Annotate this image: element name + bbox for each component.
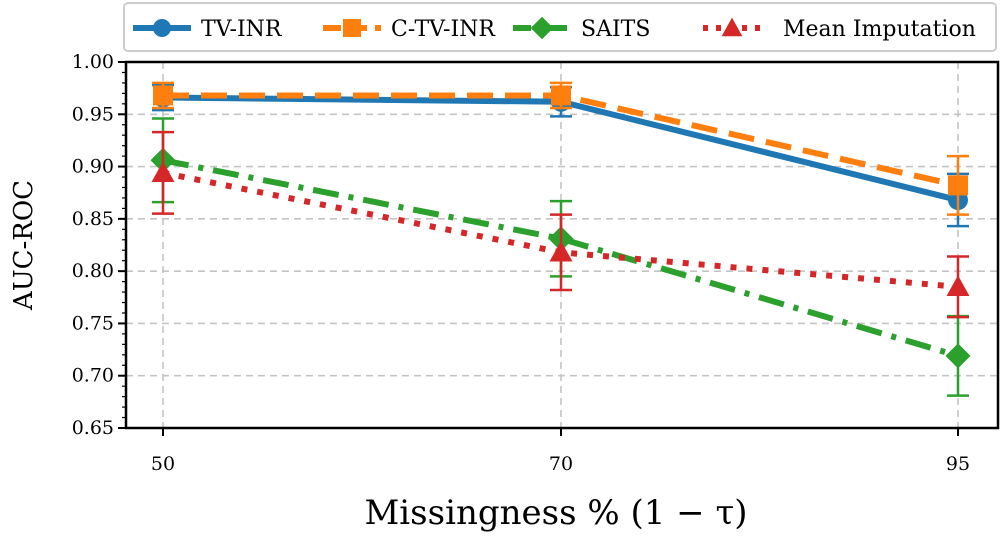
data-point: [946, 275, 970, 297]
legend-item: TV-INR: [133, 17, 283, 42]
legend-label: SAITS: [581, 17, 650, 42]
data-point: [530, 16, 554, 40]
y-tick-label: 0.75: [72, 312, 114, 334]
x-tick-label: 95: [946, 453, 970, 475]
data-point: [153, 19, 171, 37]
data-point: [153, 85, 173, 106]
legend-label: C-TV-INR: [391, 17, 496, 42]
series-line: [162, 157, 959, 359]
data-point: [343, 19, 361, 37]
x-axis-label: Missingness % (1 − τ): [364, 493, 747, 533]
x-tick-label: 50: [151, 453, 175, 475]
x-tick-label: 70: [549, 453, 573, 475]
legend-item: C-TV-INR: [323, 17, 496, 42]
data-point: [945, 343, 971, 369]
y-tick-label: 0.80: [72, 260, 114, 282]
y-axis-label: AUC-ROC: [9, 180, 39, 311]
axes: 0.65 0.70 0.75 0.80 0.85 0.90 0.95 1.00 50 70 95: [72, 51, 970, 475]
legend-item: SAITS: [513, 16, 650, 42]
legend-item: Mean Imputation: [703, 17, 976, 42]
legend-label: TV-INR: [201, 17, 283, 42]
y-tick-label: 0.90: [72, 156, 114, 178]
series-c-tv-inr: [152, 81, 969, 216]
data-point: [721, 17, 743, 37]
y-tick-label: 0.70: [72, 365, 114, 387]
data-point: [948, 175, 968, 196]
y-tick-label: 0.85: [72, 208, 114, 230]
series-layer: [150, 81, 971, 397]
legend: TV-INR C-TV-INR SAITS Mean Imputation: [123, 2, 997, 52]
legend-label: Mean Imputation: [783, 17, 976, 42]
data-point: [551, 85, 571, 106]
y-tick-label: 0.65: [72, 417, 114, 439]
y-tick-label: 1.00: [72, 51, 114, 73]
data-point: [549, 240, 573, 262]
series-mean-imputation: [151, 130, 970, 319]
y-tick-label: 0.95: [72, 103, 114, 125]
data-point: [151, 161, 175, 183]
